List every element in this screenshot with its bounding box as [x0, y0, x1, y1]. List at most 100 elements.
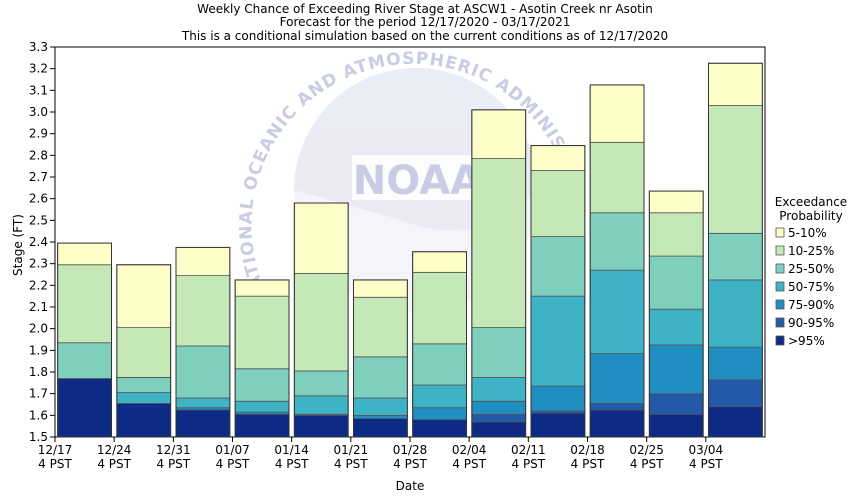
legend: Exceedance Probability 5-10% 10-25% 25-50%…	[775, 195, 847, 348]
y-tick-label: 3.1	[29, 83, 48, 97]
bar-segment-50-75pct	[293, 395, 349, 415]
x-tick-date: 12/17	[38, 443, 73, 457]
bar-outline	[116, 264, 172, 438]
x-tick-date: 01/07	[215, 443, 250, 457]
bar-segment-gt95pct	[589, 409, 645, 438]
bar-segment-75-90pct	[589, 353, 645, 404]
legend-label: 50-75%	[788, 280, 834, 294]
bar-segment-25-50pct	[175, 345, 231, 399]
bar-segment-25-50pct	[234, 368, 290, 402]
bar-outline	[412, 251, 468, 438]
bar-segment-gt95pct	[353, 418, 408, 438]
x-tick-date: 01/21	[334, 443, 369, 457]
bar-segment-10-25pct	[353, 296, 408, 358]
bar-segment-50-75pct	[708, 279, 763, 348]
bar-segment-75-90pct	[530, 385, 586, 412]
bar-segment-10-25pct	[175, 275, 231, 347]
bar-segment-5-10pct	[116, 264, 172, 328]
legend-swatch	[775, 281, 785, 292]
chart-subtitle-conditions: This is a conditional simulation based o…	[181, 29, 668, 43]
bar-segment-10-25pct	[708, 105, 763, 234]
bar-segment-gt95pct	[412, 419, 467, 438]
bar-segment-10-25pct	[234, 295, 290, 370]
x-tick-time: 4 PST	[512, 457, 546, 471]
bar-outline	[352, 279, 408, 438]
legend-title-line-1: Exceedance	[775, 195, 847, 209]
bar-segment-5-10pct	[293, 202, 349, 274]
y-tick-label: 2.0	[29, 322, 48, 336]
x-tick-time: 4 PST	[97, 457, 131, 471]
bar-outline	[175, 246, 231, 438]
legend-swatch	[775, 263, 785, 274]
x-tick-time: 4 PST	[216, 457, 250, 471]
bar-segment-5-10pct	[589, 84, 645, 143]
bar-segment-25-50pct	[530, 236, 586, 297]
y-tick-label: 3.2	[29, 62, 48, 76]
bar-segment-25-50pct	[353, 356, 408, 399]
legend-label: 10-25%	[788, 244, 834, 258]
x-tick-time: 4 PST	[393, 457, 427, 471]
bar-segment-gt95pct	[116, 403, 172, 438]
y-tick-label: 1.7	[29, 387, 48, 401]
bar-segment-75-90pct	[412, 407, 467, 421]
x-tick-date: 02/25	[629, 443, 664, 457]
bar-outline	[471, 109, 527, 438]
bar-segment-50-75pct	[353, 397, 408, 416]
chart-subtitle-period: Forecast for the period 12/17/2020 - 03/…	[280, 15, 571, 29]
bar-segment-gt95pct	[530, 412, 586, 438]
bar-segment-5-10pct	[708, 62, 763, 106]
bar-outline	[589, 84, 645, 438]
bar-segment-10-25pct	[412, 271, 467, 345]
y-tick-label: 1.5	[29, 430, 48, 444]
x-tick-time: 4 PST	[157, 457, 191, 471]
bar-segment-10-25pct	[589, 141, 645, 214]
bar-segment-5-10pct	[353, 279, 408, 298]
bar-segment-10-25pct	[57, 264, 112, 344]
bar-segment-90-95pct	[471, 413, 527, 423]
legend-label: 25-50%	[788, 262, 834, 276]
y-tick-label: 1.6	[29, 408, 48, 422]
bar-segment-25-50pct	[412, 343, 467, 386]
x-tick-time: 4 PST	[38, 457, 72, 471]
bar-segment-75-90pct	[648, 344, 704, 395]
bar-segment-75-90pct	[353, 414, 408, 419]
bar-segment-25-50pct	[589, 212, 645, 271]
x-tick-time: 4 PST	[275, 457, 309, 471]
legend-swatch	[775, 335, 785, 346]
bar-segment-50-75pct	[412, 384, 467, 409]
y-tick-label: 2.6	[29, 192, 48, 206]
bar-segment-90-95pct	[708, 379, 763, 408]
bar-segment-5-10pct	[648, 190, 704, 214]
bar-segment-5-10pct	[471, 109, 527, 159]
bar-segment-gt95pct	[293, 414, 349, 438]
y-tick-label: 2.7	[29, 170, 48, 184]
bar-outline	[530, 145, 586, 438]
bar-segment-5-10pct	[412, 251, 467, 273]
bar-segment-5-10pct	[530, 145, 586, 171]
bar-outline	[293, 202, 349, 438]
y-tick-label: 2.5	[29, 213, 48, 227]
legend-swatch	[775, 227, 785, 238]
chart-title: Weekly Chance of Exceeding River Stage a…	[197, 2, 653, 16]
y-tick-label: 2.3	[29, 257, 48, 271]
bar-segment-25-50pct	[293, 370, 349, 397]
bar-segment-gt95pct	[57, 378, 112, 438]
bar-segment-50-75pct	[175, 397, 231, 409]
bar-outline	[57, 242, 113, 438]
bar-segment-50-75pct	[471, 377, 527, 402]
bar-segment-25-50pct	[57, 342, 112, 379]
y-tick-label: 2.8	[29, 148, 48, 162]
x-tick-date: 12/31	[156, 443, 191, 457]
y-tick-label: 2.9	[29, 127, 48, 141]
x-tick-time: 4 PST	[334, 457, 368, 471]
bar-segment-25-50pct	[471, 327, 527, 378]
x-tick-date: 02/18	[570, 443, 605, 457]
bar-segment-50-75pct	[530, 295, 586, 387]
legend-swatch	[775, 299, 785, 310]
bar-segment-gt95pct	[471, 421, 527, 438]
bars	[57, 62, 763, 438]
bar-segment-25-50pct	[648, 255, 704, 310]
bar-outline	[234, 279, 290, 438]
x-tick-date: 12/24	[97, 443, 132, 457]
y-tick-label: 2.1	[29, 300, 48, 314]
